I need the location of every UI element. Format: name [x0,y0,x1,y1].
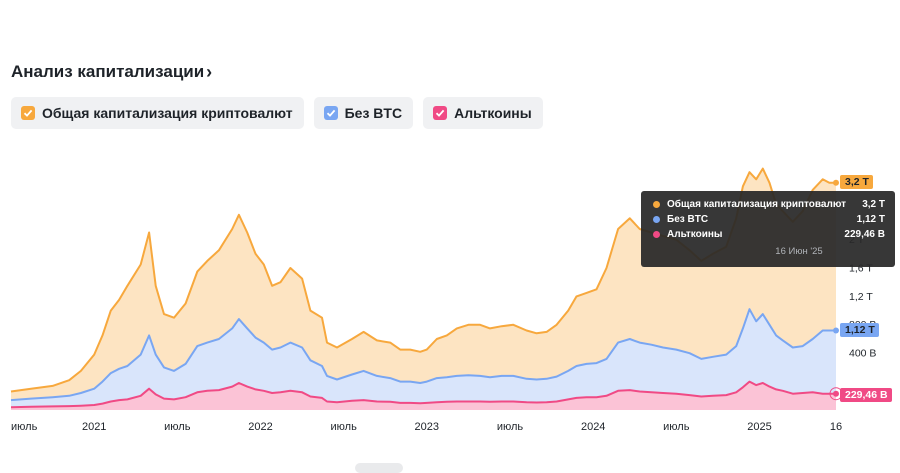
dot-icon [653,216,660,223]
tooltip-name: Общая капитализация криптовалют [667,199,847,210]
y-tick-label: 400 B [849,348,876,360]
checkbox-checked-icon [21,106,35,120]
end-marker-1 [833,327,839,334]
legend-label-total: Общая капитализация криптовалют [42,105,293,121]
tooltip-date: 16 Июн '25 [775,246,823,257]
series-line-2 [10,380,836,409]
page-title-text: Анализ капитализации [11,62,205,81]
series-area-2 [11,381,836,410]
tooltip-name: Альткоины [667,229,723,240]
legend-chip-no-btc[interactable]: Без BTC [313,97,414,129]
value-badge-total: 3,2 T [840,175,873,189]
tooltip-row-alts: Альткоины 229,46 B [653,227,885,242]
series-area-1 [11,309,836,410]
legend-label-alts: Альткоины [454,105,532,121]
tooltip-name: Без BTC [667,214,709,225]
x-tick-label: 2022 [248,421,272,433]
legend-chip-total[interactable]: Общая капитализация криптовалют [11,97,304,129]
x-tick-label: 2021 [82,421,106,433]
value-badge-alts: 229,46 B [840,388,892,402]
x-tick-label: 2025 [747,421,771,433]
series-line-1 [10,308,836,402]
legend: Общая капитализация криптовалют Без BTC … [11,97,543,129]
x-tick-label: 16 [830,421,842,433]
x-tick-label: 2023 [415,421,439,433]
chevron-right-icon: › [206,62,213,82]
scroll-handle[interactable] [355,463,403,473]
tooltip-value: 3,2 T [862,199,885,210]
value-badge-no-btc: 1,12 T [840,323,879,337]
tooltip-value: 229,46 B [844,229,885,240]
end-marker-0 [833,179,839,186]
y-tick-label: 1,2 T [849,291,873,303]
legend-chip-alts[interactable]: Альткоины [423,97,543,129]
x-tick-label: июль [331,421,358,433]
checkbox-checked-icon [323,106,338,120]
tooltip-row-total: Общая капитализация криптовалют 3,2 T [653,197,885,212]
x-tick-label: июль [497,421,524,433]
x-tick-label: июль [663,421,690,433]
legend-label-no-btc: Без BTC [344,105,403,121]
dot-icon [653,231,660,238]
tooltip-value: 1,12 T [856,214,885,225]
checkbox-checked-icon [433,106,448,120]
dot-icon [653,201,660,208]
chart-tooltip: Общая капитализация криптовалют 3,2 T Бе… [641,191,895,267]
x-tick-label: июль [11,421,38,433]
x-tick-label: июль [164,421,191,433]
x-tick-label: 2024 [581,421,605,433]
tooltip-row-no-btc: Без BTC 1,12 T [653,212,885,227]
end-marker-2 [833,390,839,397]
page-title[interactable]: Анализ капитализации › [11,62,212,82]
